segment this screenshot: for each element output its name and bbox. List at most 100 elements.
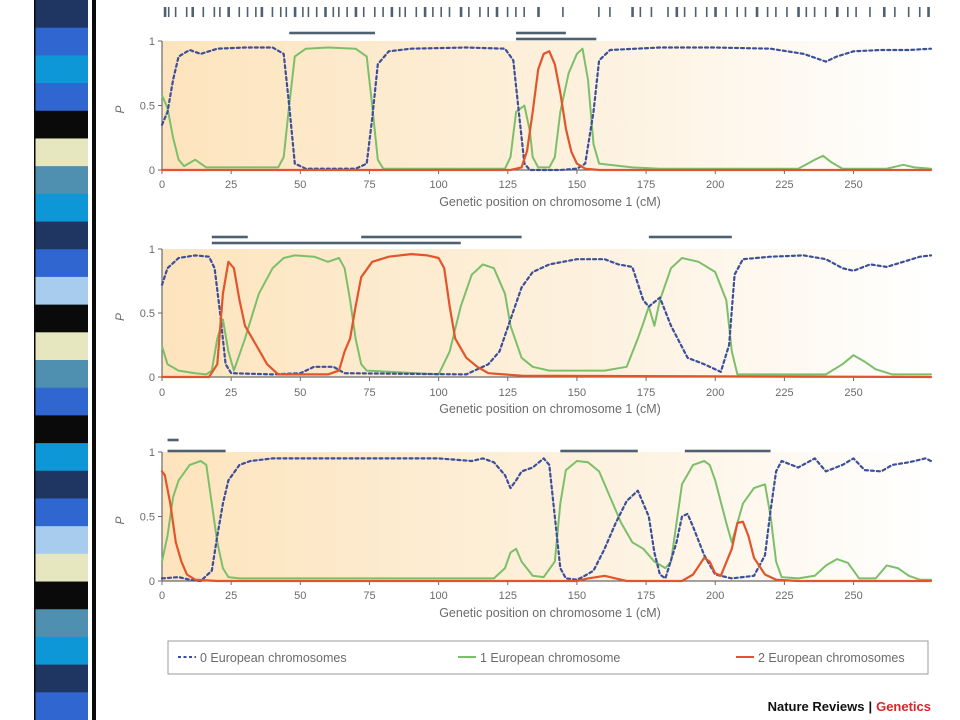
chromosome-marker-tick xyxy=(423,7,427,17)
y-tick-label: 0.5 xyxy=(140,101,155,113)
x-tick-label: 75 xyxy=(363,179,375,191)
chromosome-marker-tick xyxy=(285,7,288,17)
x-tick-label: 175 xyxy=(637,179,655,191)
stripe-band xyxy=(34,387,88,416)
legend-frame xyxy=(167,640,929,675)
y-tick-label: 1 xyxy=(149,244,155,256)
chromosome-marker-tick xyxy=(869,7,871,17)
stripe-band xyxy=(34,83,88,112)
x-tick-label: 25 xyxy=(225,387,237,399)
decorative-stripe-sidebar xyxy=(0,0,112,720)
chromosome-marker-tick xyxy=(382,7,384,17)
chromosome-marker-tick xyxy=(163,7,167,17)
chromosome-marker-tick xyxy=(390,7,394,17)
ancestry-plot-panel: 0 0.5 1 P 0 25 50 75 100 125 150 175 200 225 250 Geneti… xyxy=(113,235,933,416)
chromosome-marker-tick xyxy=(736,7,738,17)
x-tick-label: 0 xyxy=(159,590,165,602)
x-tick-label: 250 xyxy=(844,387,862,399)
stripe-band xyxy=(34,27,88,56)
brand-journal: Genetics xyxy=(876,699,931,714)
x-tick-label: 100 xyxy=(429,590,447,602)
chromosome-marker-tick xyxy=(775,7,777,17)
stripe-band xyxy=(34,692,88,720)
chromosome-marker-tick xyxy=(271,7,274,17)
chromosome-marker-tick xyxy=(404,7,407,17)
chromosome-marker-tick xyxy=(766,7,769,17)
chromosome-marker-tick xyxy=(415,7,418,17)
chromosome-marker-tick xyxy=(293,7,297,17)
stripe-band xyxy=(34,166,88,195)
x-tick-label: 75 xyxy=(363,387,375,399)
stripe-band xyxy=(34,470,88,499)
high-ancestry-bar xyxy=(648,235,732,239)
x-tick-label: 175 xyxy=(637,590,655,602)
legend-label-ancestry-0: 0 European chromosomes xyxy=(200,651,347,665)
plot-background xyxy=(162,41,931,170)
chromosome-marker-tick xyxy=(537,7,540,17)
stripe-band xyxy=(34,498,88,527)
high-ancestry-bar xyxy=(560,449,638,453)
chromosome-marker-tick xyxy=(213,7,216,17)
chromosome-marker-tick xyxy=(714,7,717,17)
chromosome-marker-tick xyxy=(255,7,257,17)
chromosome-marker-tick xyxy=(246,7,249,17)
x-tick-label: 200 xyxy=(706,590,724,602)
stripe-band xyxy=(34,415,88,444)
x-tick-label: 75 xyxy=(363,590,375,602)
chromosome-marker-tick xyxy=(202,7,205,17)
series-line-ancestry-2 xyxy=(160,253,933,379)
ancestry-plot-panel: 0 0.5 1 P 0 25 50 75 100 125 150 175 200 225 250 Geneti… xyxy=(113,438,933,620)
chromosome-marker-track xyxy=(163,7,930,17)
series-line-ancestry-1 xyxy=(161,254,932,376)
chromosome-marker-tick xyxy=(307,7,310,17)
high-ancestry-bar xyxy=(684,449,771,453)
stripe-band xyxy=(34,609,88,638)
stripe-band xyxy=(34,55,88,84)
chromosome-marker-tick xyxy=(324,7,327,17)
chromosome-marker-tick xyxy=(338,7,340,17)
stripe-band xyxy=(34,249,88,278)
x-axis-title: Genetic position on chromosome 1 (cM) xyxy=(439,606,661,620)
chromosome-marker-tick xyxy=(362,7,365,17)
stripe-edge xyxy=(34,0,36,720)
chromosome-marker-tick xyxy=(523,7,525,17)
plot-background xyxy=(162,452,931,581)
y-tick-label: 1 xyxy=(149,36,155,48)
high-ancestry-bar xyxy=(289,31,375,35)
chromosome-marker-tick xyxy=(468,7,470,17)
chromosome-marker-tick xyxy=(927,7,930,17)
y-axis-title: P xyxy=(113,313,127,321)
series-line-ancestry-2 xyxy=(160,470,933,583)
x-tick-label: 250 xyxy=(844,179,862,191)
chromosome-marker-tick xyxy=(744,7,747,17)
series-line-ancestry-0 xyxy=(160,254,933,376)
chromosome-marker-tick xyxy=(609,7,611,17)
chromosome-marker-tick xyxy=(894,7,896,17)
chromosome-marker-tick xyxy=(185,7,188,17)
high-ancestry-bar xyxy=(361,235,522,239)
x-tick-label: 25 xyxy=(225,590,237,602)
stripe-band xyxy=(34,443,88,472)
high-ancestry-bar xyxy=(167,438,179,442)
x-tick-label: 0 xyxy=(159,179,165,191)
chromosome-marker-tick xyxy=(346,7,348,17)
ancestry-plot-panel: 0 0.5 1 P 0 25 50 75 100 125 150 175 200 225 250 Geneti… xyxy=(113,31,933,209)
legend-label-ancestry-1: 1 European chromosome xyxy=(480,651,620,665)
journal-branding: Nature Reviews | Genetics xyxy=(768,699,931,714)
chromosome-marker-tick xyxy=(755,7,759,17)
chromosome-marker-tick xyxy=(855,7,857,17)
stripe-divider xyxy=(92,0,96,720)
series-line-ancestry-0 xyxy=(160,457,933,583)
x-tick-label: 50 xyxy=(294,179,306,191)
stripe-band xyxy=(34,332,88,361)
x-tick-label: 250 xyxy=(844,590,862,602)
y-tick-label: 1 xyxy=(149,447,155,459)
stripe-band xyxy=(34,304,88,333)
chromosome-marker-tick xyxy=(260,7,264,17)
chromosome-marker-tick xyxy=(683,7,686,17)
x-tick-label: 50 xyxy=(294,590,306,602)
chromosome-marker-tick xyxy=(797,7,800,17)
series-line-ancestry-2 xyxy=(160,50,933,172)
chromosome-marker-tick xyxy=(847,7,849,17)
